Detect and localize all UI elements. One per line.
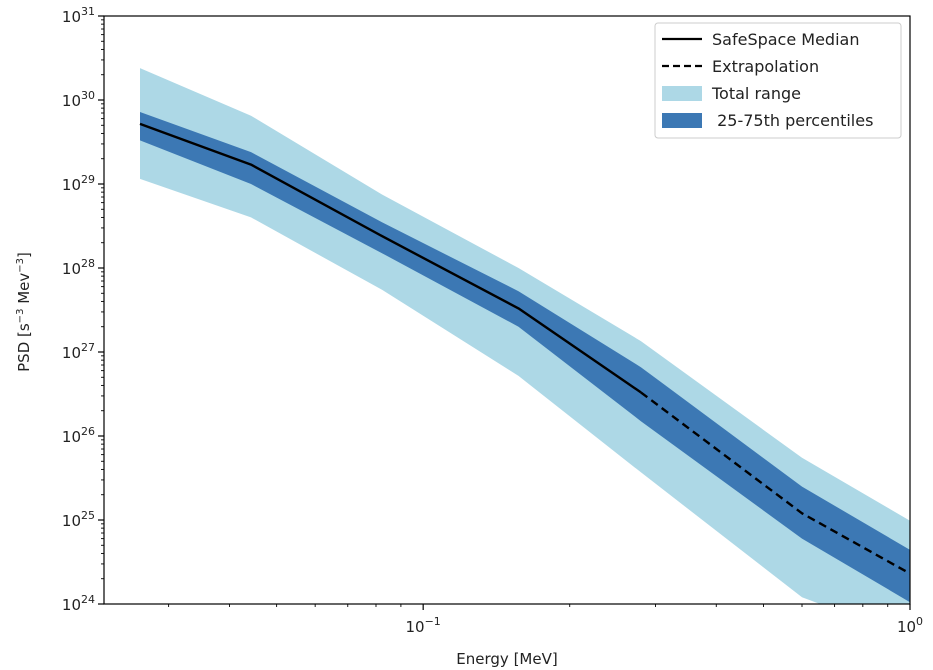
x-tick-label-1: 100	[897, 615, 923, 636]
y-tick-label-4: 1028	[62, 257, 95, 278]
legend-total-range-swatch	[662, 86, 702, 101]
legend-percentiles-swatch	[662, 113, 702, 128]
x-axis-title: Energy [MeV]	[456, 650, 557, 668]
y-tick-label-0: 1024	[62, 593, 95, 614]
series-line-3	[640, 391, 910, 575]
legend: SafeSpace Median Extrapolation Total ran…	[654, 22, 902, 139]
x-axis-ticks: 10−1 100	[168, 604, 923, 636]
y-tick-label-7: 1031	[62, 5, 95, 26]
y-tick-label-2: 1026	[62, 425, 95, 446]
x-tick-label-0: 10−1	[406, 615, 441, 636]
bands-layer	[140, 68, 910, 604]
lines-layer	[139, 122, 910, 575]
y-axis-title: PSD [s−3 Mev−3]	[15, 252, 33, 372]
y-axis-ticks: 1024 1025 1026 1027 1028 1029 1030 1031	[62, 5, 104, 614]
legend-total-range-label: Total range	[711, 84, 801, 103]
y-tick-label-6: 1030	[62, 89, 95, 110]
y-tick-label-3: 1027	[62, 341, 95, 362]
series-line-2	[139, 122, 642, 394]
legend-median-label: SafeSpace Median	[712, 30, 859, 49]
legend-extrapolation-label: Extrapolation	[712, 57, 819, 76]
y-tick-label-1: 1025	[62, 509, 95, 530]
band-1	[140, 112, 910, 603]
legend-percentiles-label: 25-75th percentiles	[712, 111, 873, 130]
plot-frame	[103, 15, 911, 605]
y-tick-label-5: 1029	[62, 173, 95, 194]
legend-box	[654, 22, 902, 139]
band-0	[140, 68, 910, 604]
